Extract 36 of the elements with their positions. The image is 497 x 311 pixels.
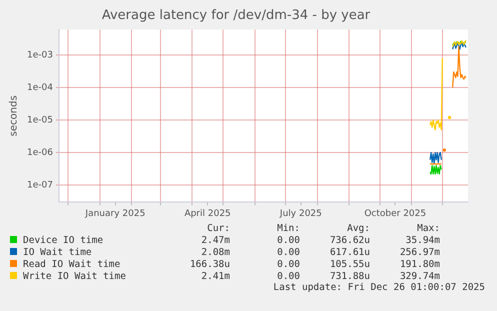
text: 256.97m — [398, 246, 440, 258]
text: 35.94m — [404, 234, 440, 246]
text: 329.74m — [398, 270, 440, 282]
text: 0.00 — [276, 258, 300, 270]
y-tick-label: 1e-07 — [26, 180, 53, 191]
x-tick-label: July 2025 — [278, 208, 322, 219]
x-tick-label: January 2025 — [84, 208, 146, 219]
y-tick-label: 1e-04 — [26, 82, 54, 93]
text: 191.80m — [398, 258, 440, 270]
text: 2.47m — [200, 234, 230, 246]
text: 0.00 — [276, 246, 300, 258]
legend-label: Device IO time — [22, 234, 104, 246]
text: Cur: — [206, 222, 230, 234]
text: 2.41m — [200, 270, 230, 282]
text: 0.00 — [276, 234, 300, 246]
legend-label: Write IO Wait time — [22, 270, 127, 282]
text: 2.08m — [200, 246, 230, 258]
text: Last update: Fri Dec 26 01:00:07 2025 — [273, 282, 485, 293]
text: Max: — [416, 222, 440, 234]
text: 731.88u — [328, 270, 370, 282]
x-tick-label: October 2025 — [364, 208, 426, 219]
text: 736.62u — [328, 234, 370, 246]
y-axis-title: seconds — [8, 95, 20, 136]
x-tick-label: April 2025 — [184, 208, 231, 219]
text: Min: — [276, 222, 300, 234]
chart-title: Average latency for /dev/dm-34 - by year — [102, 8, 371, 24]
text: 105.55u — [328, 258, 370, 270]
y-tick-label: 1e-06 — [26, 148, 54, 158]
text: 166.38u — [188, 258, 230, 270]
text: 617.61u — [328, 246, 370, 258]
text: 0.00 — [276, 270, 300, 282]
y-tick-label: 1e-03 — [26, 50, 53, 60]
legend-label: Read IO Wait time — [22, 258, 122, 270]
y-tick-label: 1e-05 — [26, 115, 53, 126]
text: Avg: — [346, 222, 370, 234]
legend-label: IO Wait time — [22, 246, 93, 258]
